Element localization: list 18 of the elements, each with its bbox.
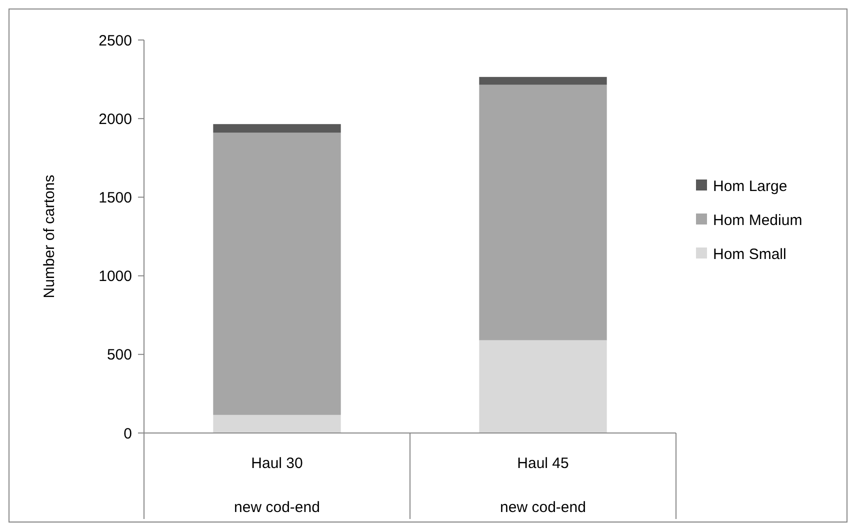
- legend-label: Hom Large: [713, 178, 788, 195]
- y-tick-label: 1500: [98, 189, 132, 206]
- bar: [479, 76, 607, 85]
- legend-label: Hom Small: [713, 246, 786, 263]
- y-tick-label: 1000: [98, 268, 132, 286]
- y-axis-title: Number of cartons: [41, 174, 58, 298]
- y-tick-label: 0: [124, 425, 132, 442]
- y-tick-label: 2500: [98, 32, 132, 50]
- category-label: Haul 45 new cod-end: [500, 455, 586, 516]
- y-tick-label: 2000: [98, 110, 132, 128]
- legend-label: Hom Medium: [713, 212, 802, 229]
- bar: [213, 414, 341, 433]
- bar: [213, 124, 341, 133]
- y-tick-label: 500: [106, 346, 132, 364]
- category-label: Haul 30 new cod-end: [234, 455, 320, 516]
- bar: [479, 84, 607, 340]
- bar: [479, 340, 607, 433]
- bar: [213, 132, 341, 415]
